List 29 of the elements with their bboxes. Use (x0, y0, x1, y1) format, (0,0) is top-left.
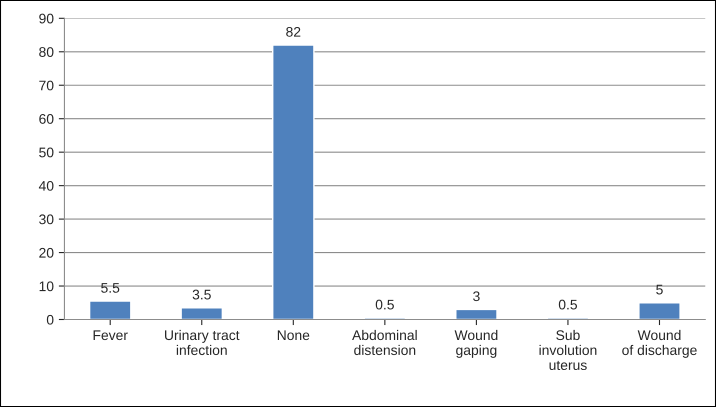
data-label: 82 (286, 26, 300, 37)
x-tick-label: Fever (94, 330, 128, 340)
data-label: 0.5 (376, 300, 394, 310)
y-tick-label: 70 (39, 80, 54, 90)
bar (88, 300, 132, 320)
x-tick-label: Urinary tract infection (165, 330, 240, 356)
bar (180, 307, 224, 320)
data-label: 3 (473, 291, 480, 302)
data-label: 3.5 (192, 290, 211, 300)
bar (638, 302, 681, 320)
y-tick-label: 20 (39, 248, 54, 258)
y-tick-label: 80 (39, 47, 54, 57)
y-tick-label: 50 (39, 148, 54, 158)
x-tick-label: Sub involution uterus (540, 330, 596, 370)
data-label: 5 (656, 284, 663, 294)
y-tick-label: 0 (46, 314, 54, 325)
y-tick-label: 30 (39, 214, 54, 224)
y-tick-label: 60 (39, 114, 54, 124)
y-tick-label: 10 (40, 281, 54, 292)
x-tick-label: Abdominal distension (352, 330, 417, 356)
bar (455, 308, 498, 320)
x-tick-label: Wound of discharge (622, 330, 697, 358)
bar (272, 44, 315, 320)
y-tick-label: 90 (39, 14, 54, 24)
data-label: 0.5 (558, 300, 578, 310)
x-tick-label: Wound gaping (454, 330, 498, 358)
y-tick-label: 40 (38, 180, 54, 191)
x-tick-label: None (278, 330, 310, 340)
data-label: 5.5 (101, 283, 120, 293)
